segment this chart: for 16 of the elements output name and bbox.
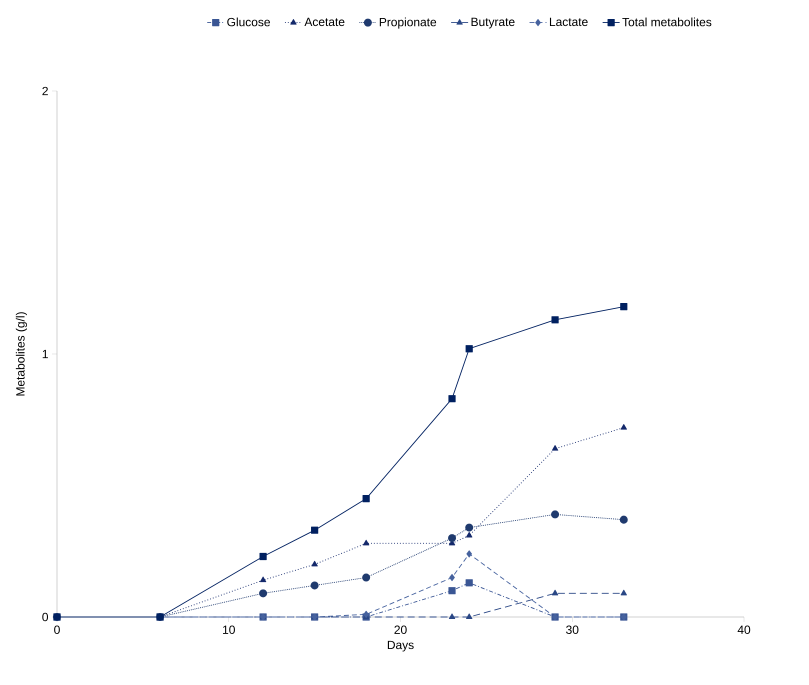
legend-label: Total metabolites [622, 18, 712, 26]
x-tick-label: 40 [738, 626, 750, 634]
legend-label: Butyrate [472, 18, 515, 28]
x-tick-label: 0 [54, 626, 60, 634]
legend-label: Glucose [227, 18, 270, 26]
x-tick-label: 30 [566, 626, 578, 634]
y-axis-title: Metabolites (g/l) [16, 312, 27, 396]
legend-label: Acetate [304, 18, 344, 26]
x-axis-title: Days [388, 640, 414, 652]
y-tick-label: 2 [42, 86, 48, 96]
y-tick-label: 1 [42, 350, 48, 358]
x-tick-label: 20 [394, 626, 407, 634]
legend-label: Lactate [550, 18, 588, 26]
x-tick-label: 10 [223, 626, 235, 634]
legend-label: Propionate [380, 18, 436, 29]
y-tick-label: 0 [42, 612, 48, 622]
